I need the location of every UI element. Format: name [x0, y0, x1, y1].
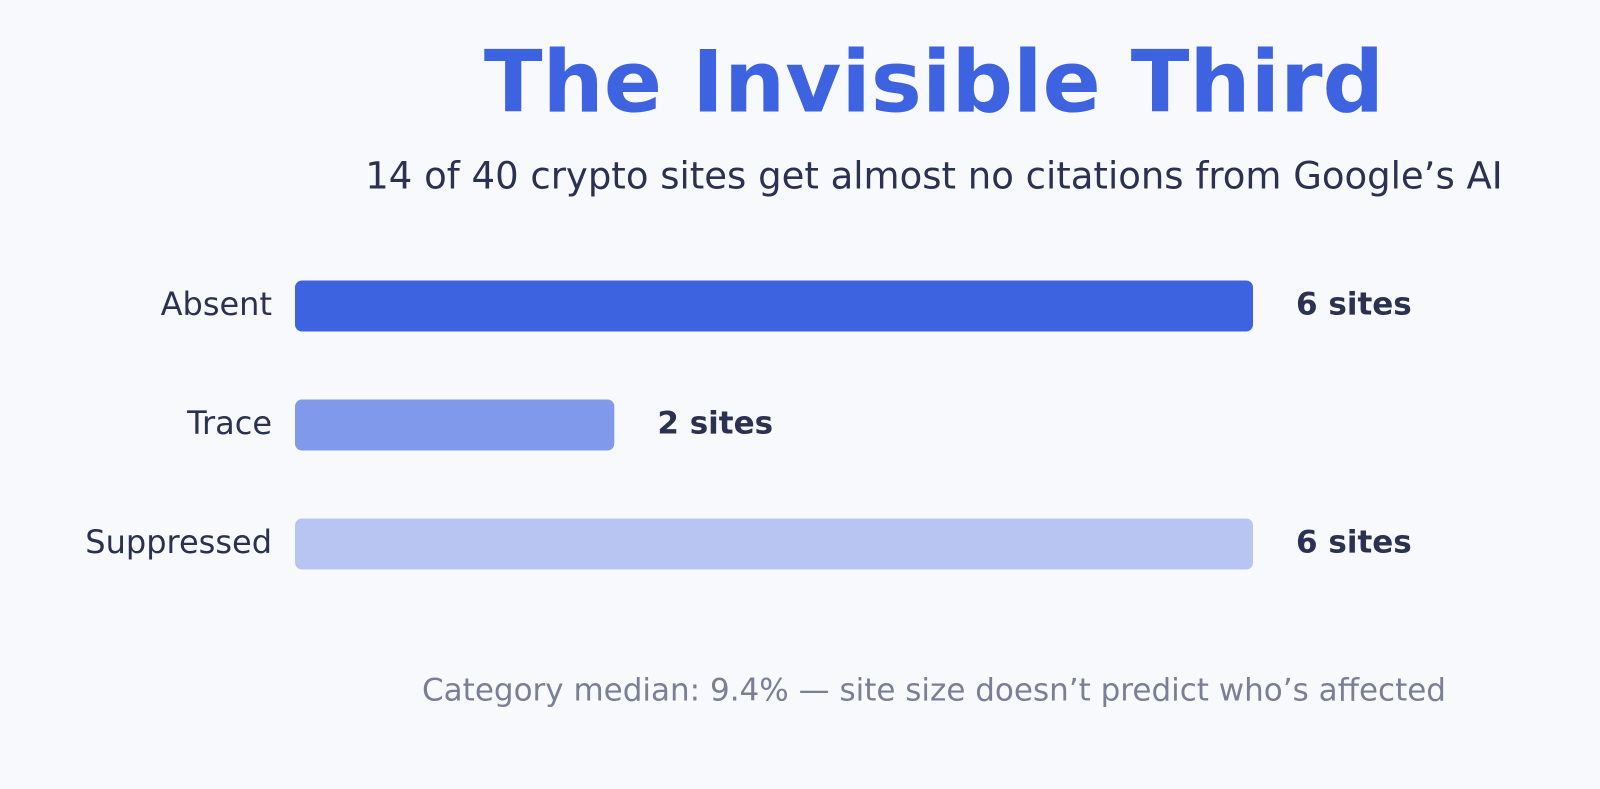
value-label: 2 sites	[657, 406, 773, 442]
bar	[295, 399, 615, 451]
category-label: Absent	[161, 285, 272, 323]
value-label: 6 sites	[1296, 525, 1412, 561]
chart-title: The Invisible Third	[484, 32, 1384, 132]
annotation: Category median: 9.4% — site size doesn’…	[422, 673, 1446, 709]
category-label: Suppressed	[85, 523, 272, 561]
bar	[295, 518, 1253, 570]
category-label: Trace	[186, 404, 272, 442]
value-label: 6 sites	[1296, 287, 1412, 323]
chart-subtitle: 14 of 40 crypto sites get almost no cita…	[365, 155, 1502, 198]
bar	[295, 280, 1253, 332]
